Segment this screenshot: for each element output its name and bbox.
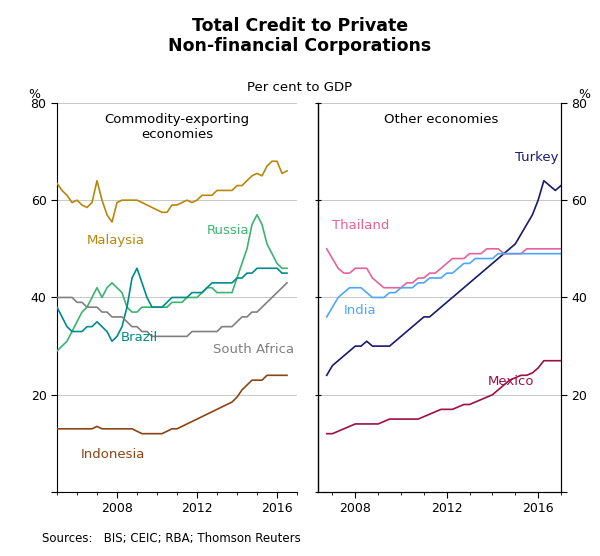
- Text: Brazil: Brazil: [121, 331, 158, 344]
- Text: Turkey: Turkey: [515, 151, 559, 164]
- Text: Malaysia: Malaysia: [87, 234, 145, 247]
- Text: Commodity-exporting
economies: Commodity-exporting economies: [104, 112, 250, 141]
- Text: Total Credit to Private
Non-financial Corporations: Total Credit to Private Non-financial Co…: [169, 17, 431, 56]
- Text: South Africa: South Africa: [213, 344, 294, 356]
- Text: India: India: [344, 305, 376, 317]
- Text: %: %: [28, 88, 40, 101]
- Text: %: %: [578, 88, 590, 101]
- Text: Sources:   BIS; CEIC; RBA; Thomson Reuters: Sources: BIS; CEIC; RBA; Thomson Reuters: [42, 532, 301, 545]
- Text: Indonesia: Indonesia: [81, 448, 145, 461]
- Text: Per cent to GDP: Per cent to GDP: [247, 81, 353, 93]
- Text: Thailand: Thailand: [332, 220, 390, 232]
- Text: Russia: Russia: [207, 224, 250, 237]
- Text: Mexico: Mexico: [488, 375, 535, 388]
- Text: Other economies: Other economies: [384, 112, 498, 126]
